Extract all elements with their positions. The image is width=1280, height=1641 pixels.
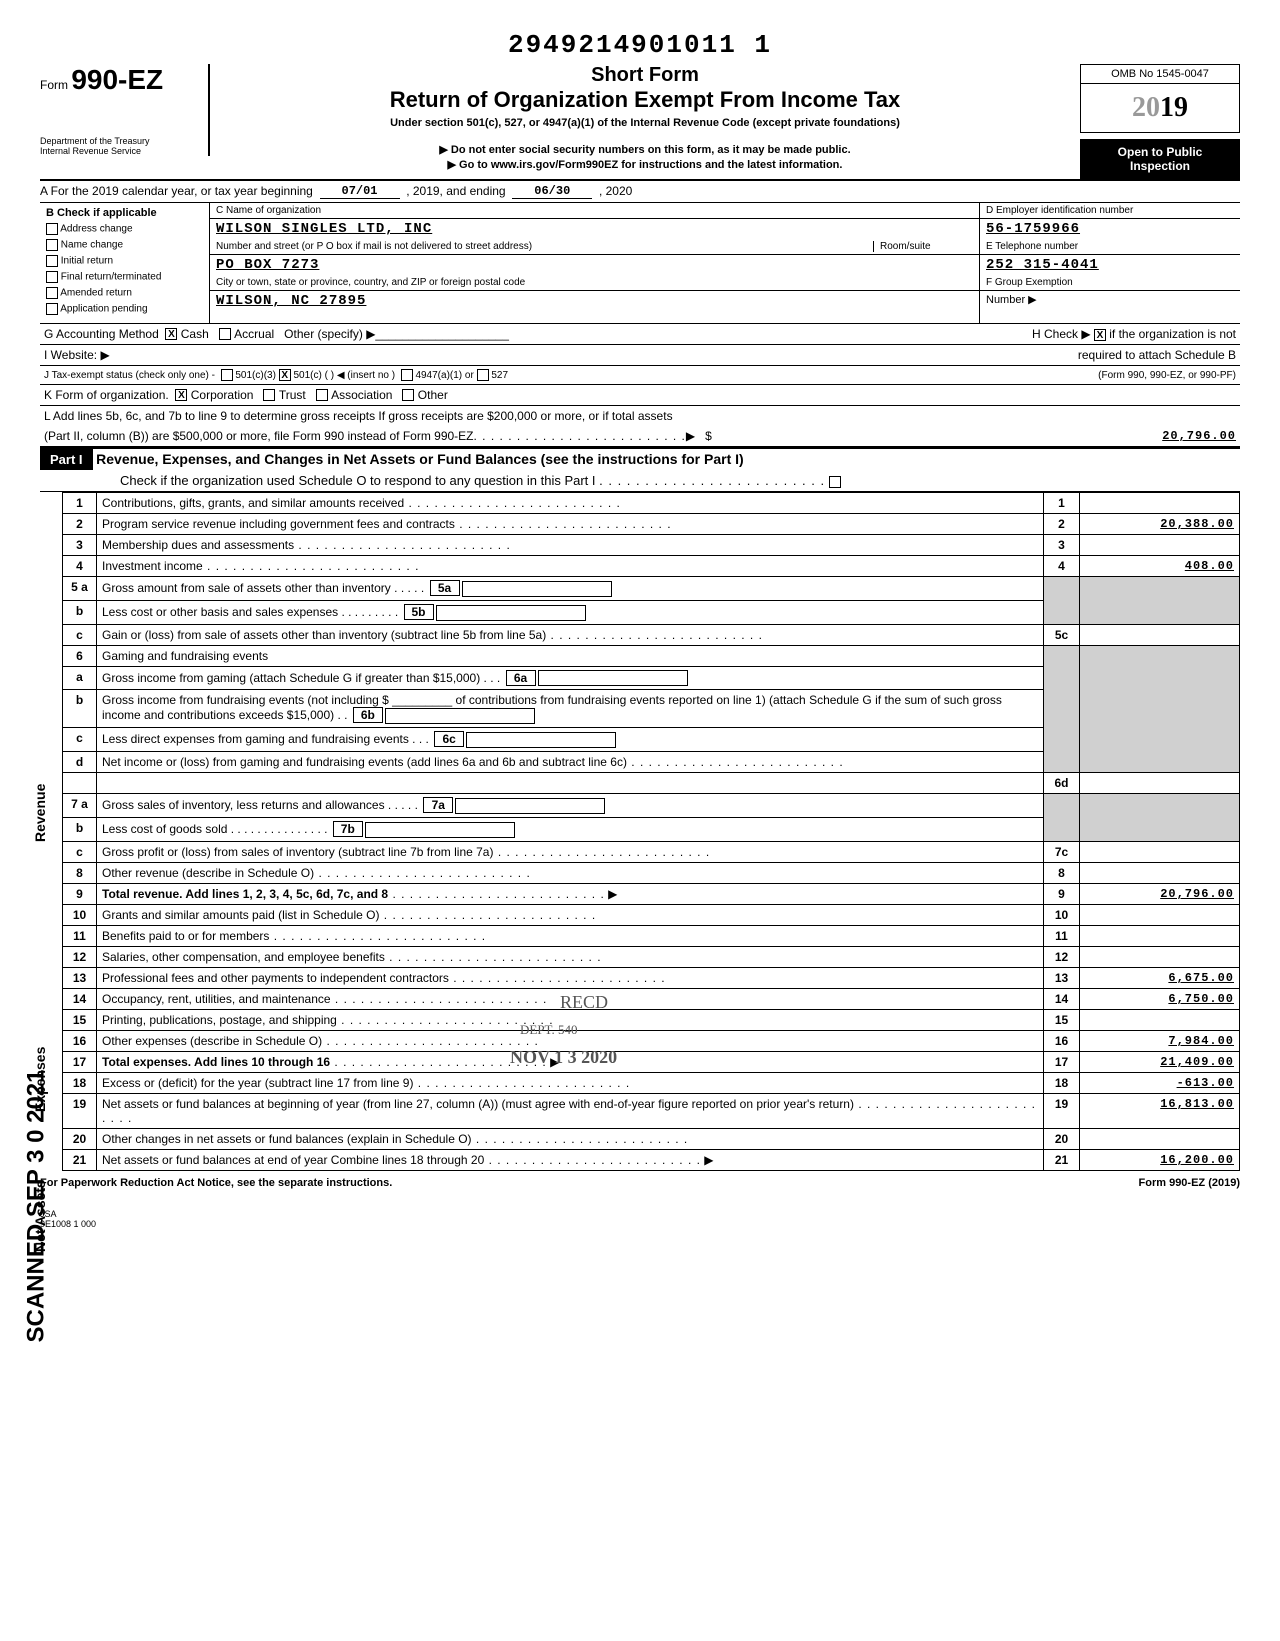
checkbox-final-return[interactable] (46, 271, 58, 283)
dept-treasury: Department of the Treasury (40, 136, 200, 146)
c-name-label: C Name of organization (210, 203, 979, 219)
part1-label: Part I (40, 449, 93, 470)
open-to-public: Open to PublicInspection (1080, 139, 1240, 179)
footer: For Paperwork Reduction Act Notice, see … (40, 1177, 1240, 1189)
f-group-label: F Group Exemption (980, 275, 1240, 291)
phone-value: 252 315-4041 (980, 255, 1240, 275)
checkbox-address-change[interactable] (46, 223, 58, 235)
tax-year: 2019 (1080, 84, 1240, 133)
footer-form: Form 990-EZ (2019) (1139, 1177, 1240, 1189)
section-bcde: B Check if applicable Address change Nam… (40, 203, 1240, 324)
c-addr-label: Number and street (or P O box if mail is… (216, 241, 873, 252)
document-id: 2949214901011 1 (40, 30, 1240, 60)
checkbox-name-change[interactable] (46, 239, 58, 251)
ein-value: 56-1759966 (980, 219, 1240, 239)
title-short-form: Short Form (220, 64, 1070, 87)
checkbox-initial-return[interactable] (46, 255, 58, 267)
amt-9: 20,796.00 (1080, 883, 1240, 904)
form-prefix: Form (40, 78, 68, 92)
amt-21: 16,200.00 (1080, 1149, 1240, 1170)
omb-number: OMB No 1545-0047 (1080, 64, 1240, 84)
notice-website: ▶ Go to www.irs.gov/Form990EZ for instru… (220, 158, 1070, 171)
line-i-website: I Website: ▶ required to attach Schedule… (40, 345, 1240, 366)
org-address: PO BOX 7273 (210, 255, 979, 275)
amt-2: 20,388.00 (1080, 514, 1240, 535)
checkbox-4947[interactable] (401, 369, 413, 381)
amt-4: 408.00 (1080, 556, 1240, 577)
amt-17: 21,409.00 (1080, 1051, 1240, 1072)
checkbox-other-org[interactable] (402, 389, 414, 401)
title-return: Return of Organization Exempt From Incom… (220, 87, 1070, 113)
form-number: 990-EZ (71, 64, 163, 95)
lines-table: 1Contributions, gifts, grants, and simil… (62, 492, 1240, 1171)
part1-title: Revenue, Expenses, and Changes in Net As… (96, 451, 744, 467)
notice-ssn: ▶ Do not enter social security numbers o… (220, 143, 1070, 156)
year-end: 06/30 (512, 184, 592, 199)
amt-19: 16,813.00 (1080, 1093, 1240, 1128)
line-g-accounting: G Accounting Method X Cash Accrual Other… (40, 324, 1240, 345)
amt-16: 7,984.00 (1080, 1030, 1240, 1051)
row-a-tax-year: A For the 2019 calendar year, or tax yea… (40, 179, 1240, 203)
checkbox-cash[interactable]: X (165, 328, 177, 340)
year-begin: 07/01 (320, 184, 400, 199)
d-ein-label: D Employer identification number (980, 203, 1240, 219)
room-suite-label: Room/suite (873, 241, 973, 252)
line-k-form-org: K Form of organization. X Corporation Tr… (40, 385, 1240, 406)
side-expenses: Expenses (32, 1047, 48, 1112)
c-city-label: City or town, state or province, country… (210, 275, 979, 291)
subtitle: Under section 501(c), 527, or 4947(a)(1)… (220, 117, 1070, 129)
checkbox-schedule-o[interactable] (829, 476, 841, 488)
checkbox-corp[interactable]: X (175, 389, 187, 401)
checkbox-501c3[interactable] (221, 369, 233, 381)
checkbox-assoc[interactable] (316, 389, 328, 401)
b-header: B Check if applicable (46, 207, 203, 219)
line-l-amount: 20,796.00 (1162, 429, 1236, 443)
checkbox-application-pending[interactable] (46, 303, 58, 315)
side-net-assets: Net Assets (32, 1180, 48, 1252)
amt-14: 6,750.00 (1080, 988, 1240, 1009)
footer-paperwork: For Paperwork Reduction Act Notice, see … (40, 1177, 392, 1189)
checkbox-h[interactable]: X (1094, 329, 1106, 341)
line-l-1: L Add lines 5b, 6c, and 7b to line 9 to … (40, 406, 1240, 426)
f-number: Number ▶ (980, 291, 1240, 308)
checkbox-amended[interactable] (46, 287, 58, 299)
part1-header-row: Part I Revenue, Expenses, and Changes in… (40, 447, 1240, 492)
checkbox-trust[interactable] (263, 389, 275, 401)
side-revenue: Revenue (32, 784, 48, 842)
form-header: Form 990-EZ Department of the Treasury I… (40, 64, 1240, 179)
org-name: WILSON SINGLES LTD, INC (210, 219, 979, 239)
line-l-2: (Part II, column (B)) are $500,000 or mo… (40, 426, 1240, 447)
amt-18: -613.00 (1080, 1072, 1240, 1093)
org-city: WILSON, NC 27895 (210, 291, 979, 311)
amt-13: 6,675.00 (1080, 967, 1240, 988)
jsa: JSA 9E1008 1 000 (40, 1209, 1240, 1229)
checkbox-accrual[interactable] (219, 328, 231, 340)
dept-irs: Internal Revenue Service (40, 146, 200, 156)
checkbox-527[interactable] (477, 369, 489, 381)
part1-check-text: Check if the organization used Schedule … (120, 473, 596, 488)
e-phone-label: E Telephone number (980, 239, 1240, 255)
line-j-tax-exempt: J Tax-exempt status (check only one) - 5… (40, 366, 1240, 385)
checkbox-501c[interactable]: X (279, 369, 291, 381)
